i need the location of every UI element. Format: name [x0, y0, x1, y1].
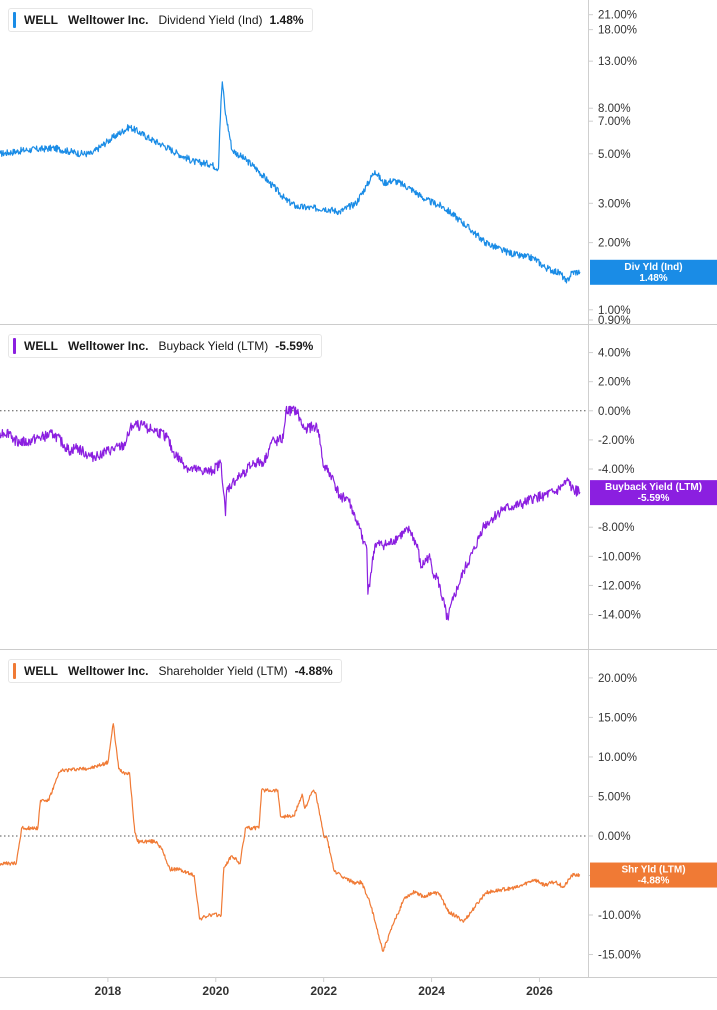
y-tick-label: -10.00% — [598, 910, 641, 922]
legend-ticker: WELL — [24, 339, 58, 353]
last-value-tag-value: -4.88% — [638, 876, 670, 887]
x-tick-label: 2022 — [310, 984, 337, 998]
y-tick-label: -4.00% — [598, 464, 634, 476]
y-tick-label: 0.90% — [598, 315, 631, 327]
y-tick-label: 0.00% — [598, 406, 631, 418]
y-tick-label: -12.00% — [598, 580, 641, 592]
legend-company: Welltower Inc. — [68, 339, 149, 353]
x-tick-label: 2020 — [202, 984, 229, 998]
last-value-tag-title: Buyback Yield (LTM) — [605, 482, 702, 493]
y-tick-label: -14.00% — [598, 610, 641, 622]
y-tick-label: 7.00% — [598, 116, 631, 128]
last-value-tag-title: Shr Yld (LTM) — [621, 865, 685, 876]
dividend-series-swatch — [13, 12, 16, 28]
legend-value: -4.88% — [294, 664, 333, 678]
legend-value: -5.59% — [275, 339, 314, 353]
legend-metric: Dividend Yield (Ind) — [158, 13, 263, 27]
y-tick-label: 5.00% — [598, 149, 631, 161]
dividend-last-value-tag — [590, 259, 717, 285]
y-tick-label: 3.00% — [598, 198, 631, 210]
legend-ticker: WELL — [24, 664, 58, 678]
buyback-series-line — [0, 405, 581, 621]
y-tick-label: 15.00% — [598, 712, 637, 724]
legend-company: Welltower Inc. — [68, 664, 149, 678]
legend-ticker: WELL — [24, 13, 58, 27]
shareholder-series-swatch — [13, 663, 16, 679]
y-tick-label: 4.00% — [598, 348, 631, 360]
shareholder-series-line — [0, 723, 581, 952]
y-tick-label: -2.00% — [598, 435, 634, 447]
buyback-last-value-tag — [590, 480, 717, 506]
legend-metric: Shareholder Yield (LTM) — [158, 664, 288, 678]
last-value-tag-value: 1.48% — [639, 273, 667, 284]
legend-metric: Buyback Yield (LTM) — [158, 339, 269, 353]
y-tick-label: 21.00% — [598, 10, 637, 22]
y-tick-label: 18.00% — [598, 25, 637, 37]
buyback-series-swatch — [13, 338, 16, 354]
y-tick-label: 10.00% — [598, 752, 637, 764]
y-tick-label: 0.00% — [598, 831, 631, 843]
last-value-tag-title: Div Yld (Ind) — [624, 262, 682, 273]
buyback-yield-legend[interactable]: WELL Welltower Inc. Buyback Yield (LTM) … — [8, 334, 323, 358]
y-tick-label: 2.00% — [598, 377, 631, 389]
x-tick-label: 2024 — [418, 984, 445, 998]
dividend-series-line — [0, 81, 581, 284]
x-tick-label: 2026 — [526, 984, 553, 998]
y-tick-label: -8.00% — [598, 522, 634, 534]
dividend-yield-legend[interactable]: WELL Welltower Inc. Dividend Yield (Ind)… — [8, 8, 313, 32]
y-tick-label: -15.00% — [598, 950, 641, 962]
legend-value: 1.48% — [269, 13, 304, 27]
shareholder-last-value-tag — [590, 862, 717, 888]
y-tick-label: -10.00% — [598, 551, 641, 563]
y-tick-label: 5.00% — [598, 791, 631, 803]
last-value-tag-value: -5.59% — [638, 493, 670, 504]
y-tick-label: 2.00% — [598, 238, 631, 250]
shareholder-yield-legend[interactable]: WELL Welltower Inc. Shareholder Yield (L… — [8, 659, 342, 683]
y-tick-label: 13.00% — [598, 56, 637, 68]
y-tick-label: 8.00% — [598, 103, 631, 115]
legend-company: Welltower Inc. — [68, 13, 149, 27]
y-tick-label: 20.00% — [598, 673, 637, 685]
x-tick-label: 2018 — [95, 984, 122, 998]
y-tick-label: 1.00% — [598, 305, 631, 317]
